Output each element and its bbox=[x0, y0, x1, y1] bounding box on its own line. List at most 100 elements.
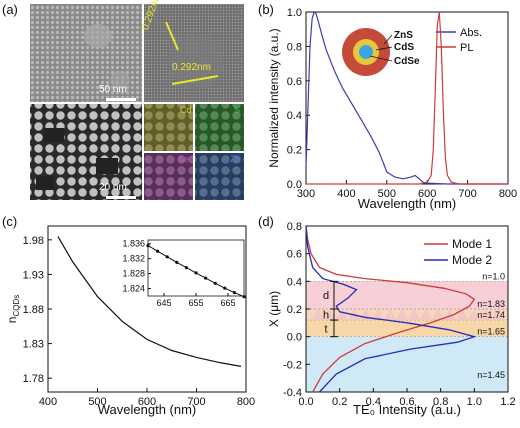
lattice-label-2: 0.292nm bbox=[172, 62, 211, 73]
eds-label-zn: Zn bbox=[230, 154, 241, 164]
b-xtick-label: 300 bbox=[297, 188, 315, 200]
c-inset-point bbox=[175, 260, 179, 264]
b-xtick-label: 600 bbox=[418, 188, 436, 200]
b-ytick-label: 0.6 bbox=[287, 76, 302, 88]
b-inset-pointer bbox=[369, 55, 393, 62]
d-xtick-label: 0.6 bbox=[399, 396, 414, 408]
d-xtick-label: 0.4 bbox=[366, 396, 381, 408]
c-inset-point bbox=[184, 266, 188, 270]
b-ytick-label: 0.4 bbox=[287, 110, 302, 122]
d-ylabel: X (μm) bbox=[267, 291, 281, 327]
c-inset-point bbox=[194, 271, 198, 275]
c-ytick-label: 1.83 bbox=[23, 339, 44, 351]
c-ytick-label: 1.93 bbox=[23, 269, 44, 281]
d-thickness-label: d bbox=[323, 290, 329, 302]
c-inset-point bbox=[204, 276, 208, 280]
b-ytick-label: 0.8 bbox=[287, 41, 302, 53]
panel-a-letter: (a) bbox=[2, 2, 18, 17]
c-inset-point bbox=[156, 249, 160, 253]
d-layer-label: n=1.83 bbox=[477, 299, 505, 309]
b-inset-label: ZnS bbox=[394, 30, 413, 41]
d-layer-band bbox=[306, 226, 508, 282]
b-inset-pointer bbox=[383, 34, 393, 45]
b-xlabel: Wavelength (nm) bbox=[358, 196, 457, 211]
b-legend-label: PL bbox=[460, 42, 473, 54]
b-inset-pointer bbox=[375, 46, 393, 51]
b-xtick-label: 500 bbox=[378, 188, 396, 200]
c-xtick-label: 600 bbox=[138, 396, 156, 408]
b-ytick-label: 0.2 bbox=[287, 145, 302, 157]
d-xtick-label: 1.2 bbox=[500, 396, 515, 408]
d-ytick-label: 0.6 bbox=[287, 249, 302, 261]
c-inset-ytick-label: 1.836 bbox=[122, 239, 145, 249]
d-thickness-label: h bbox=[323, 310, 329, 322]
b-inset-label: CdSe bbox=[394, 56, 420, 67]
d-xtick-label: 0.8 bbox=[433, 396, 448, 408]
b-inset-label: CdS bbox=[394, 42, 414, 53]
panel-b-letter: (b) bbox=[258, 2, 274, 17]
c-ylabel-main: n bbox=[5, 317, 19, 324]
b-series-2-line bbox=[306, 11, 508, 185]
c-xtick-label: 500 bbox=[88, 396, 106, 408]
d-xlabel: TE₀ Intensity (a.u.) bbox=[353, 402, 461, 417]
eds-label-se: Se bbox=[178, 154, 190, 164]
d-layer-band bbox=[306, 336, 508, 392]
d-layer-label: n=1.74 bbox=[477, 310, 505, 320]
c-ytick-label: 1.78 bbox=[23, 373, 44, 385]
c-ylabel-sub: CQDs bbox=[12, 295, 21, 317]
d-ytick-label: 0.2 bbox=[287, 304, 302, 316]
d-series-1-line bbox=[305, 225, 476, 393]
panel-d-letter: (d) bbox=[258, 214, 274, 229]
c-inset-point bbox=[213, 281, 217, 285]
scale-label-top: 50 nm bbox=[99, 84, 127, 95]
c-inset-point bbox=[146, 244, 150, 248]
panel-c-letter: (c) bbox=[2, 214, 18, 229]
c-inset-point bbox=[223, 286, 227, 290]
d-thickness-label: t bbox=[324, 323, 327, 335]
b-inset-cdse-core bbox=[359, 45, 373, 59]
d-xtick-label: 0.0 bbox=[298, 396, 313, 408]
c-inset-ytick-label: 1.824 bbox=[122, 284, 145, 294]
d-ytick-label: -0.2 bbox=[283, 359, 302, 371]
c-inset-point bbox=[232, 291, 236, 295]
c-ytick-label: 1.88 bbox=[23, 304, 44, 316]
d-ytick-label: 0.0 bbox=[287, 332, 302, 344]
d-ytick-label: 0.4 bbox=[287, 276, 302, 288]
c-series-line bbox=[57, 236, 242, 367]
b-xtick-label: 700 bbox=[458, 188, 476, 200]
c-xlabel: Wavelength (nm) bbox=[98, 402, 197, 417]
d-layer-label: n=1.65 bbox=[477, 327, 505, 337]
d-ytick-label: 0.8 bbox=[287, 221, 302, 233]
b-ytick-label: 1.0 bbox=[287, 7, 302, 19]
eds-label-s: S bbox=[234, 105, 241, 115]
d-layer-label: n=1.45 bbox=[477, 370, 505, 380]
d-ytick-label: -0.4 bbox=[283, 387, 302, 399]
d-layer-label: n=1.0 bbox=[482, 271, 505, 281]
b-ytick-label: 0.0 bbox=[287, 179, 302, 191]
b-xtick-label: 400 bbox=[337, 188, 355, 200]
c-inset-point bbox=[165, 255, 169, 259]
d-legend-label: Mode 2 bbox=[452, 253, 492, 267]
c-xtick-label: 400 bbox=[39, 396, 57, 408]
d-xtick-label: 0.2 bbox=[332, 396, 347, 408]
d-layer-band bbox=[306, 309, 508, 321]
d-legend-label: Mode 1 bbox=[452, 237, 492, 251]
c-ytick-label: 1.98 bbox=[23, 235, 44, 247]
b-xtick-label: 800 bbox=[499, 188, 517, 200]
c-inset-ytick-label: 1.828 bbox=[122, 269, 145, 279]
d-grating-teeth bbox=[312, 309, 504, 321]
c-ylabel: nCQDs bbox=[5, 295, 21, 323]
eds-label-cd: Cd bbox=[180, 105, 192, 115]
c-inset-point bbox=[242, 295, 246, 299]
c-inset-xtick-label: 645 bbox=[156, 298, 171, 308]
b-legend-label: Abs. bbox=[460, 27, 482, 39]
b-ylabel: Normalized intensity (a.u.) bbox=[267, 28, 281, 167]
d-series-2-line bbox=[305, 225, 477, 393]
scale-label-bottom: 20 nm bbox=[99, 182, 127, 193]
c-inset-xtick-label: 655 bbox=[188, 298, 203, 308]
c-inset-xtick-label: 665 bbox=[220, 298, 235, 308]
c-xtick-label: 700 bbox=[187, 396, 205, 408]
